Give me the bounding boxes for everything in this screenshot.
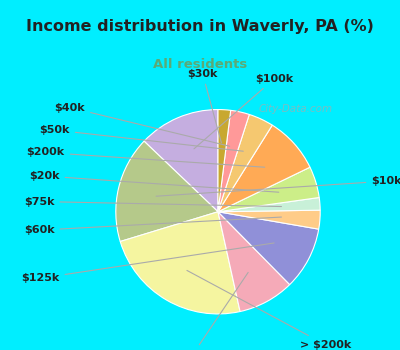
Text: $40k: $40k bbox=[54, 103, 230, 146]
Text: $30k: $30k bbox=[188, 69, 222, 143]
Text: $10k: $10k bbox=[156, 176, 400, 196]
Text: City-Data.com: City-Data.com bbox=[259, 104, 333, 114]
Text: $150k: $150k bbox=[173, 272, 248, 350]
Wedge shape bbox=[218, 167, 319, 212]
Wedge shape bbox=[120, 212, 240, 314]
Wedge shape bbox=[218, 197, 320, 212]
Text: > $200k: > $200k bbox=[187, 271, 351, 350]
Wedge shape bbox=[218, 114, 272, 212]
Wedge shape bbox=[218, 110, 249, 212]
Text: $200k: $200k bbox=[26, 147, 265, 167]
Wedge shape bbox=[218, 212, 290, 312]
Text: $60k: $60k bbox=[24, 217, 282, 235]
Wedge shape bbox=[144, 110, 218, 212]
Text: $20k: $20k bbox=[29, 171, 279, 192]
Wedge shape bbox=[116, 141, 218, 242]
Text: $50k: $50k bbox=[40, 125, 243, 151]
Wedge shape bbox=[218, 110, 231, 212]
Text: $125k: $125k bbox=[21, 243, 274, 283]
Wedge shape bbox=[218, 125, 310, 212]
Text: Income distribution in Waverly, PA (%): Income distribution in Waverly, PA (%) bbox=[26, 19, 374, 34]
Text: $75k: $75k bbox=[24, 197, 282, 206]
Text: $100k: $100k bbox=[194, 74, 293, 149]
Text: All residents: All residents bbox=[153, 58, 247, 71]
Wedge shape bbox=[218, 210, 320, 229]
Wedge shape bbox=[218, 212, 319, 285]
